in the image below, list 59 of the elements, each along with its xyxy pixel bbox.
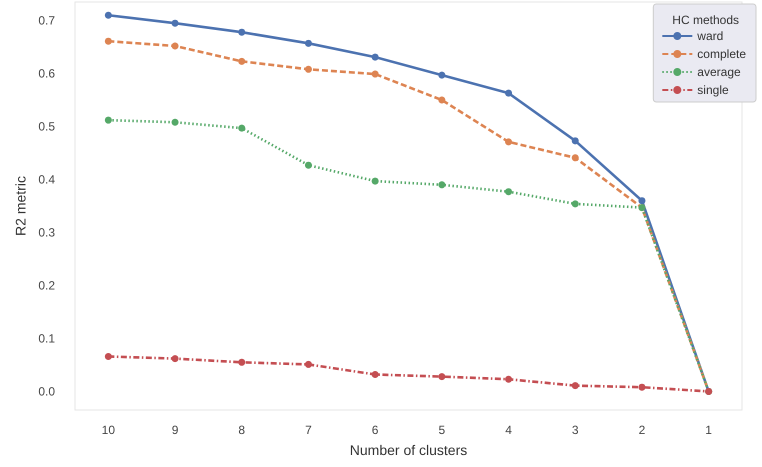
legend-label: ward: [696, 29, 724, 43]
legend-label: average: [697, 65, 741, 79]
point: [505, 188, 512, 196]
x-tick-label: 6: [372, 423, 379, 437]
point: [238, 124, 246, 132]
point: [104, 12, 112, 19]
point: [172, 42, 179, 50]
point: [505, 376, 512, 383]
point: [372, 371, 379, 378]
point: [572, 137, 579, 144]
y-tick-label: 0.5: [38, 120, 56, 134]
point: [172, 355, 179, 362]
x-tick-label: 5: [438, 423, 446, 437]
point: [172, 20, 179, 27]
x-tick-label: 10: [102, 423, 116, 437]
point: [372, 178, 379, 185]
y-tick-label: 0.4: [38, 172, 56, 187]
point: [572, 382, 579, 390]
point: [572, 200, 579, 208]
y-tick-label: 0.1: [38, 331, 56, 346]
point: [438, 373, 446, 380]
x-axis-title: Number of clusters: [350, 442, 468, 458]
point: [372, 70, 379, 78]
x-tick-label: 9: [172, 423, 179, 437]
point: [238, 358, 246, 366]
point: [438, 181, 446, 188]
legend-label: complete: [697, 47, 746, 61]
point: [104, 352, 112, 360]
point: [505, 138, 512, 146]
y-axis-title: R2 metric: [12, 176, 28, 236]
point: [104, 116, 112, 124]
y-tick-label: 0.0: [38, 384, 56, 398]
point: [638, 384, 646, 391]
point: [304, 162, 312, 169]
point: [572, 154, 579, 162]
point: [438, 72, 446, 79]
y-tick-label: 0.7: [38, 14, 56, 28]
y-tick-label: 0.3: [38, 225, 56, 240]
point: [304, 66, 312, 73]
point: [638, 197, 646, 204]
point: [238, 28, 246, 36]
x-tick-label: 4: [505, 423, 512, 437]
point: [438, 96, 446, 104]
point: [238, 58, 246, 65]
point: [505, 90, 512, 97]
legend-label: single: [697, 83, 729, 97]
x-tick-label: 3: [572, 423, 579, 437]
x-tick-label: 2: [638, 423, 646, 437]
y-tick-label: 0.2: [38, 278, 56, 292]
point: [172, 118, 179, 126]
point: [304, 40, 312, 47]
y-tick-label: 0.6: [38, 66, 56, 81]
x-tick-label: 8: [238, 423, 246, 437]
x-tick-label: 7: [305, 423, 312, 437]
point: [304, 360, 312, 368]
x-tick-label: 1: [705, 423, 712, 437]
point: [372, 54, 379, 61]
legend-title: HC methods: [672, 13, 740, 27]
point: [104, 38, 112, 45]
